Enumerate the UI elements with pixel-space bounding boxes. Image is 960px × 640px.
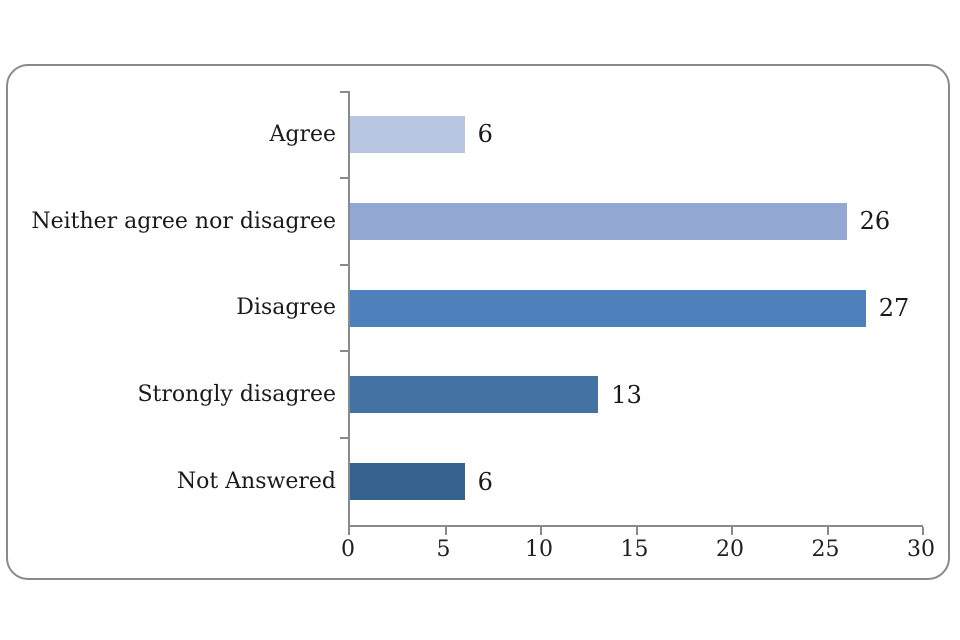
category-label: Strongly disagree xyxy=(137,382,336,408)
value-label: 6 xyxy=(477,467,493,496)
x-tick-mark xyxy=(540,527,542,535)
x-tick-mark xyxy=(444,527,447,535)
category-label: Neither agree nor disagree xyxy=(31,208,336,234)
value-label: 27 xyxy=(878,293,910,322)
bar-not-answered xyxy=(350,463,465,501)
bar-agree xyxy=(350,115,465,153)
category-label: Not Answered xyxy=(176,469,336,495)
x-tick-label: 20 xyxy=(716,537,744,562)
x-tick-label: 5 xyxy=(436,537,451,562)
x-tick-mark xyxy=(731,527,733,535)
category-label: Agree xyxy=(269,121,336,147)
x-tick-mark xyxy=(922,527,924,535)
x-tick-label: 30 xyxy=(907,537,935,562)
y-tick-mark xyxy=(340,350,348,353)
x-tick-label: 0 xyxy=(341,537,355,562)
x-tick-label: 25 xyxy=(811,537,840,562)
x-tick-mark xyxy=(635,527,638,535)
x-tick-label: 10 xyxy=(525,537,553,562)
category-label: Disagree xyxy=(236,295,336,321)
x-tick-mark xyxy=(826,527,829,535)
y-tick-mark xyxy=(340,91,348,93)
y-tick-mark xyxy=(340,437,348,440)
value-label: 13 xyxy=(611,380,642,409)
bar-strongly-disagree xyxy=(350,376,599,414)
y-tick-mark xyxy=(340,176,348,179)
plot-area xyxy=(340,91,924,535)
bar-neither-agree-nor-disagree xyxy=(350,202,847,240)
bar-disagree xyxy=(350,289,866,327)
x-tick-mark xyxy=(348,527,350,535)
y-tick-mark xyxy=(340,263,348,266)
value-label: 26 xyxy=(859,207,891,236)
x-tick-label: 15 xyxy=(620,537,649,562)
value-label: 6 xyxy=(477,120,493,149)
